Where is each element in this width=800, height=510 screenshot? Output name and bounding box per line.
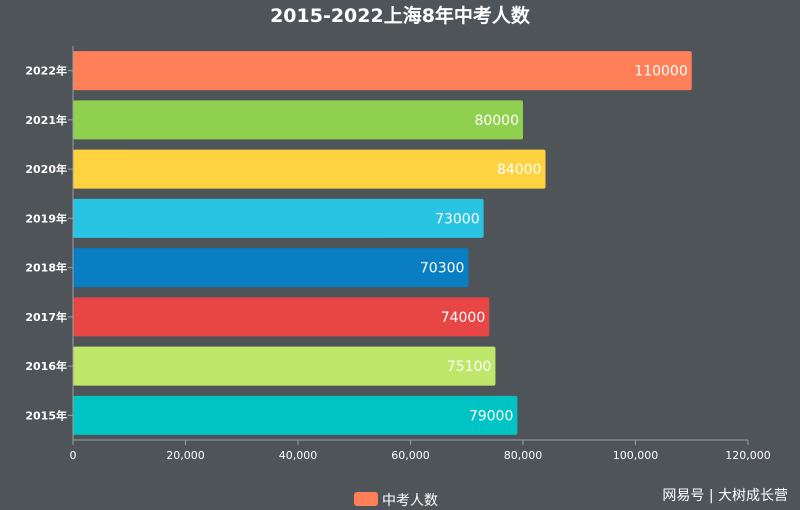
bar[interactable] — [73, 51, 692, 91]
legend-swatch — [354, 492, 378, 506]
legend[interactable]: 中考人数 — [354, 492, 438, 509]
category-label: 2018年 — [25, 261, 67, 275]
bar[interactable] — [73, 100, 523, 140]
data-label: 110000 — [634, 64, 687, 80]
category-label: 2017年 — [25, 310, 67, 324]
x-tick-label: 100,000 — [613, 449, 659, 462]
x-tick-label: 60,000 — [391, 449, 430, 462]
category-label: 2020年 — [25, 162, 67, 176]
data-label: 80000 — [474, 113, 519, 129]
watermark: 网易号 | 大树成长营 — [662, 488, 788, 504]
category-label: 2016年 — [25, 359, 67, 373]
category-label: 2022年 — [25, 64, 67, 78]
data-label: 70300 — [420, 261, 465, 277]
category-label: 2021年 — [25, 113, 67, 127]
category-label: 2015年 — [25, 408, 67, 422]
bars-group: 110000 80000 84000 73000 70300 74000 75100 7900… — [73, 51, 692, 435]
x-tick-label: 120,000 — [725, 449, 771, 462]
bar[interactable] — [73, 395, 518, 435]
bar[interactable] — [73, 149, 546, 189]
category-label: 2019年 — [25, 211, 67, 225]
data-label: 74000 — [441, 310, 486, 326]
data-label: 84000 — [497, 162, 542, 178]
chart-title: 2015-2022上海8年中考人数 — [270, 4, 531, 27]
data-label: 75100 — [447, 359, 492, 375]
bar[interactable] — [73, 248, 469, 288]
x-tick-label: 80,000 — [504, 449, 543, 462]
data-label: 73000 — [435, 211, 480, 227]
bar[interactable] — [73, 346, 496, 386]
x-tick-label: 40,000 — [279, 449, 318, 462]
x-tick-label: 20,000 — [166, 449, 205, 462]
legend-label: 中考人数 — [382, 493, 438, 509]
x-tick-label: 0 — [70, 449, 77, 462]
bar[interactable] — [73, 198, 484, 238]
data-label: 79000 — [469, 408, 514, 424]
bar[interactable] — [73, 297, 490, 337]
axis-group: 0 20,000 40,000 60,000 80,000 100,000 120,000 2… — [25, 46, 771, 462]
